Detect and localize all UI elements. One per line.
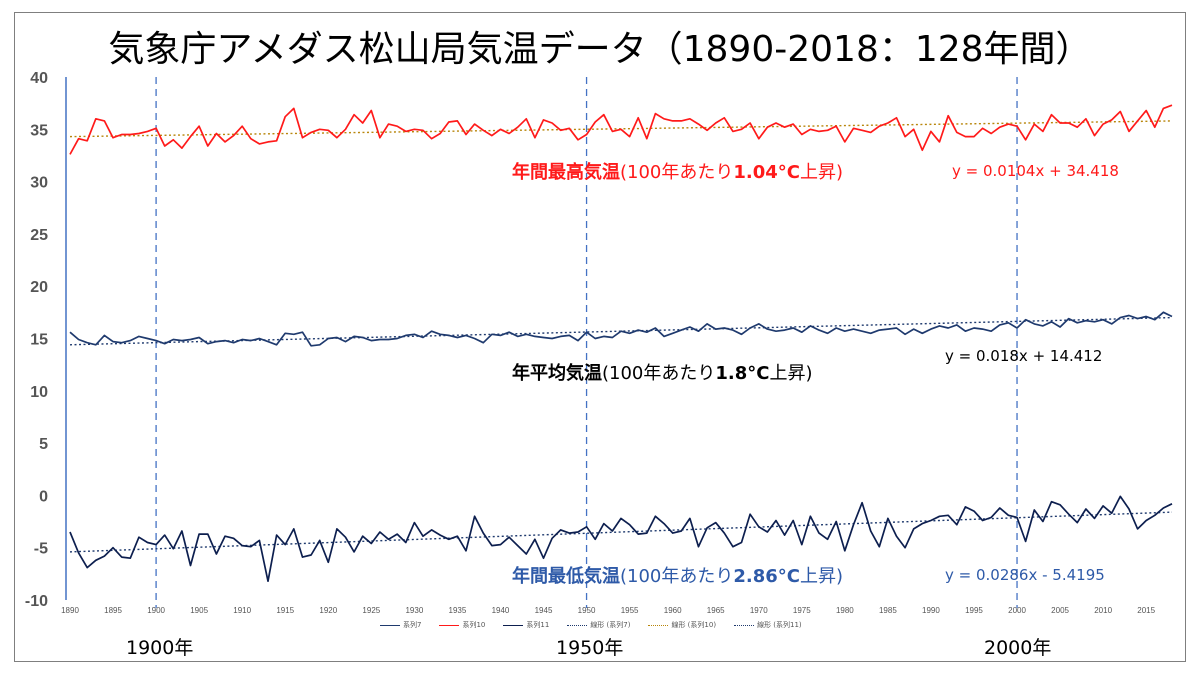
legend-label: 線形 (系列11) [757,621,802,629]
legend-item: 線形 (系列11) [734,620,802,630]
x-tick-label: 1890 [61,606,79,615]
series-line [69,104,1173,155]
y-tick-label: 5 [39,436,48,453]
x-tick-label: 1940 [492,606,510,615]
legend-label: 線形 (系列7) [590,621,631,629]
x-tick-label: 1910 [233,606,251,615]
x-tick-label: 1900 [147,606,165,615]
annotation-avg-suffix: 上昇) [769,363,813,384]
trend-line [69,120,1173,138]
x-tick-label: 2005 [1051,606,1069,615]
x-tick-label: 1960 [664,606,682,615]
legend-item: 線形 (系列7) [567,620,630,630]
y-tick-label: 20 [30,279,48,296]
x-tick-label: 1955 [621,606,639,615]
annotation-max-prefix: 年間最高気温 [512,162,620,183]
x-tick-label: 1965 [707,606,725,615]
equation-avg: y = 0.018x + 14.412 [945,347,1103,365]
annotation-avg-mid: (100年あたり [602,363,716,384]
series-line [69,311,1173,347]
x-tick-label: 1930 [405,606,423,615]
annotation-min-mid: (100年あたり [620,566,734,587]
series-line [69,495,1173,583]
y-tick-label: -10 [25,593,48,610]
x-tick-label: 1985 [879,606,897,615]
equation-min: y = 0.0286x - 5.4195 [945,566,1105,584]
annotation-min-rate: 2.86°C [733,566,801,587]
x-tick-label: 1895 [104,606,122,615]
legend-swatch [380,624,400,626]
y-tick-label: 15 [30,332,48,349]
annotation-max-suffix: 上昇) [800,162,844,183]
x-tick-label: 1995 [965,606,983,615]
y-tick-label: 25 [30,227,48,244]
annotation-min-temp: 年間最低気温(100年あたり2.86°C上昇) [512,562,843,588]
x-tick-label: 1905 [190,606,208,615]
legend-swatch [503,624,524,626]
annotation-avg-prefix: 年平均気温 [512,363,602,384]
y-tick-label: 0 [39,488,48,505]
legend-swatch [734,624,755,626]
annotation-max-mid: (100年あたり [620,162,734,183]
page-title: 気象庁アメダス松山局気温データ（1890-2018：128年間） [108,29,1092,70]
x-tick-label: 2015 [1137,606,1155,615]
era-label-2000: 2000年 [984,637,1052,659]
legend-item: 系列10 [439,620,485,630]
x-tick-label: 1920 [319,606,337,615]
legend-label: 系列7 [403,621,422,629]
x-tick-label: 1950 [578,606,596,615]
era-label-1950: 1950年 [556,637,624,659]
chart-legend: 系列7 系列10 系列11 線形 (系列7) 線形 (系列10) 線形 (系列11) [380,620,802,630]
legend-swatch [567,624,588,626]
x-tick-label: 1970 [750,606,768,615]
era-label-1900: 1900年 [126,637,194,659]
x-tick-label: 1945 [535,606,553,615]
annotation-avg-temp: 年平均気温(100年あたり1.8°C上昇) [512,359,813,385]
trend-line [69,316,1173,346]
y-tick-label: 30 [30,175,48,192]
legend-swatch [439,624,460,626]
equation-max: y = 0.0104x + 34.418 [952,162,1119,180]
legend-swatch [648,624,669,626]
legend-item: 系列7 [380,620,421,630]
annotation-max-rate: 1.04°C [733,162,801,183]
legend-label: 線形 (系列10) [671,621,717,629]
legend-label: 系列11 [526,621,550,629]
x-tick-label: 1990 [922,606,940,615]
x-tick-label: 2000 [1008,606,1026,615]
y-tick-label: 40 [30,70,48,87]
legend-item: 線形 (系列10) [648,620,716,630]
x-tick-label: 1975 [793,606,811,615]
x-tick-label: 2010 [1094,606,1112,615]
legend-item: 系列11 [503,620,549,630]
annotation-min-suffix: 上昇) [800,566,844,587]
y-tick-label: -5 [34,541,48,558]
y-tick-label: 10 [30,384,48,401]
y-tick-label: 35 [30,122,48,139]
annotation-max-temp: 年間最高気温(100年あたり1.04°C上昇) [512,158,843,184]
x-tick-label: 1980 [836,606,854,615]
annotation-avg-rate: 1.8°C [715,363,770,384]
x-tick-label: 1935 [449,606,467,615]
x-tick-label: 1915 [276,606,294,615]
legend-label: 系列10 [462,621,486,629]
annotation-min-prefix: 年間最低気温 [512,566,620,587]
x-tick-label: 1925 [362,606,380,615]
